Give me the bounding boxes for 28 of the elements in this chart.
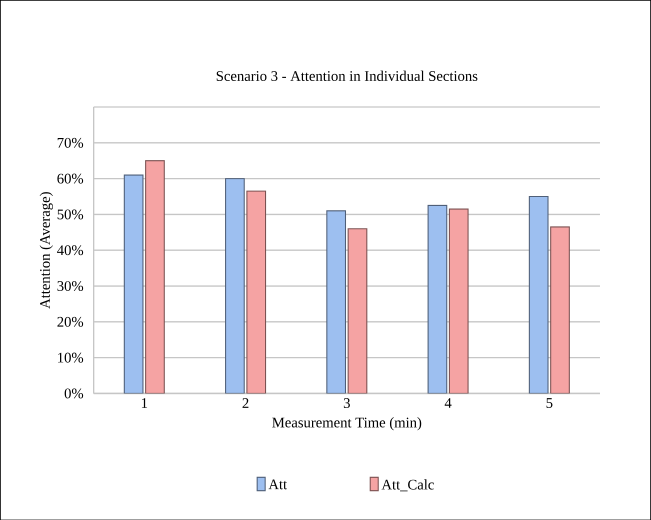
y-tick-label: 20% <box>57 316 84 327</box>
bar <box>550 226 570 394</box>
bar <box>124 174 144 394</box>
x-tick-label: 3 <box>344 398 350 408</box>
y-tick-label: 50% <box>58 209 84 220</box>
y-tick-label: 30% <box>57 280 84 291</box>
bar <box>145 160 165 394</box>
y-axis-title: Attention (Average) <box>40 192 53 309</box>
x-axis-title: Measurement Time (min) <box>272 416 422 430</box>
x-tick-label: 4 <box>444 398 452 408</box>
bar <box>225 178 245 394</box>
bar <box>528 196 549 394</box>
bar <box>348 228 368 394</box>
bar <box>246 190 266 394</box>
x-tick-label: 2 <box>242 398 248 408</box>
bar <box>428 204 448 394</box>
x-tick-label: 5 <box>546 398 552 408</box>
bar <box>448 208 469 394</box>
y-tick-label: 40% <box>57 245 84 255</box>
bar <box>326 210 346 394</box>
legend-label: Att <box>268 479 288 490</box>
legend-label: Att_Calc <box>382 479 434 492</box>
y-tick-label: 0% <box>64 388 84 398</box>
chart-title: Scenario 3 - Attention in Individual Sections <box>216 70 478 81</box>
y-tick-label: 70% <box>58 138 84 148</box>
x-tick-label: 1 <box>142 398 148 408</box>
y-tick-label: 60% <box>57 173 84 184</box>
y-tick-label: 10% <box>58 352 84 362</box>
